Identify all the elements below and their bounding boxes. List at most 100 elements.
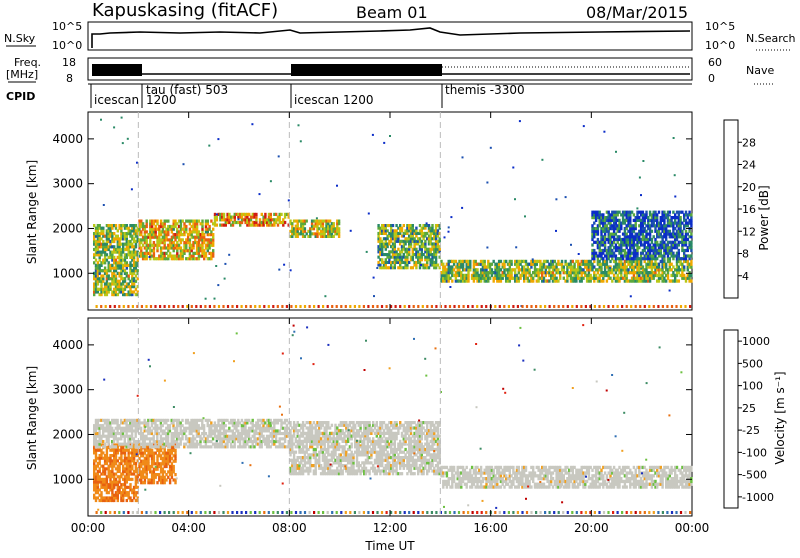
colorbar-frame — [724, 120, 738, 298]
y-tick-label: 2000 — [52, 221, 83, 235]
heatmap-cell — [253, 445, 255, 448]
power-colorbar-label: Power [dB] — [757, 185, 771, 250]
heatmap-cell — [316, 217, 318, 219]
nsky-panel-frame — [88, 22, 692, 50]
heatmap-cell — [510, 260, 512, 263]
heatmap-cell — [195, 305, 197, 308]
station-title: Kapuskasing (fitACF) — [92, 0, 278, 21]
heatmap-cell — [406, 266, 408, 269]
heatmap-cell — [450, 216, 452, 218]
heatmap-cell — [133, 280, 135, 282]
heatmap-cell — [689, 305, 691, 308]
colorbar-tick-label: 8 — [742, 248, 749, 261]
heatmap-cell — [236, 305, 238, 308]
heatmap-cell — [111, 427, 113, 430]
heatmap-cell — [299, 305, 301, 308]
heatmap-cell — [169, 445, 171, 448]
heatmap-cell — [252, 419, 254, 422]
heatmap-cell — [122, 496, 124, 499]
heatmap-cell — [630, 295, 632, 297]
heatmap-cell — [662, 305, 664, 308]
heatmap-cell — [231, 305, 233, 308]
heatmap-cell — [162, 424, 164, 427]
heatmap-cell — [141, 305, 143, 308]
heatmap-cell — [678, 249, 680, 252]
heatmap-cell — [304, 227, 306, 230]
heatmap-cell — [690, 233, 692, 236]
heatmap-cell — [298, 124, 300, 126]
heatmap-cell — [205, 298, 207, 300]
heatmap-cell — [642, 160, 644, 162]
heatmap-cell — [100, 491, 102, 494]
heatmap-cell — [653, 305, 655, 308]
heatmap-cell — [472, 305, 474, 308]
heatmap-cell — [381, 258, 383, 261]
heatmap-cell — [115, 224, 117, 227]
heatmap-cell — [663, 254, 665, 257]
heatmap-cell — [173, 305, 175, 308]
heatmap-cell — [223, 213, 225, 216]
heatmap-cell — [129, 483, 131, 486]
heatmap-cell — [580, 305, 582, 308]
colorbar-tick-label: 4 — [742, 270, 749, 283]
heatmap-cell — [532, 258, 534, 260]
cpid-segment-icescan-1200: icescan 1200 — [294, 93, 373, 107]
heatmap-cell — [486, 182, 488, 184]
nsky-trace — [92, 28, 690, 48]
heatmap-cell — [349, 305, 351, 308]
heatmap-cell — [208, 145, 210, 147]
heatmap-cell — [386, 245, 388, 248]
heatmap-cell — [273, 424, 275, 427]
heatmap-cell — [567, 305, 569, 308]
heatmap-cell — [657, 305, 659, 308]
y-tick-label: 4000 — [52, 132, 83, 146]
heatmap-cell — [395, 305, 397, 308]
heatmap-cell — [640, 268, 642, 270]
heatmap-cell — [597, 227, 599, 230]
heatmap-cell — [336, 185, 338, 187]
heatmap-cell — [524, 215, 526, 217]
heatmap-cell — [368, 213, 370, 215]
nsky-label: N.Sky — [4, 32, 36, 45]
heatmap-cell — [467, 305, 469, 308]
heatmap-cell — [98, 429, 100, 432]
heatmap-cell — [277, 305, 279, 308]
heatmap-cell — [526, 305, 528, 308]
heatmap-cell — [675, 305, 677, 308]
heatmap-cell — [224, 263, 226, 265]
heatmap-cell — [250, 305, 252, 308]
heatmap-cell — [150, 305, 152, 308]
heatmap-cell — [313, 305, 315, 308]
heatmap-cell — [196, 445, 198, 448]
heatmap-cell — [149, 256, 151, 258]
heatmap-cell — [201, 220, 203, 223]
heatmap-cell — [338, 227, 340, 230]
heatmap-cell — [521, 305, 523, 308]
heatmap-cell — [508, 305, 510, 308]
heatmap-cell — [644, 305, 646, 308]
heatmap-cell — [224, 278, 226, 280]
heatmap-cell — [245, 305, 247, 308]
heatmap-cell — [199, 440, 201, 443]
heatmap-cell — [484, 260, 486, 263]
heatmap-cell — [185, 429, 187, 432]
nsky-tick-top: 10^5 — [52, 20, 82, 33]
heatmap-cell — [239, 440, 241, 443]
heatmap-cell — [118, 467, 120, 470]
heatmap-cell — [174, 473, 176, 476]
heatmap-cell — [275, 435, 277, 438]
heatmap-cell — [304, 305, 306, 308]
heatmap-cell — [435, 305, 437, 308]
heatmap-cell — [216, 224, 218, 227]
heatmap-cell — [135, 462, 137, 465]
heatmap-cell — [555, 230, 557, 232]
heatmap-cell — [259, 193, 261, 195]
heatmap-cell — [244, 445, 246, 448]
heatmap-cell — [597, 233, 599, 236]
heatmap-cell — [389, 135, 391, 137]
heatmap-cell — [607, 305, 609, 308]
heatmap-cell — [512, 305, 514, 308]
heatmap-cell — [169, 424, 171, 427]
